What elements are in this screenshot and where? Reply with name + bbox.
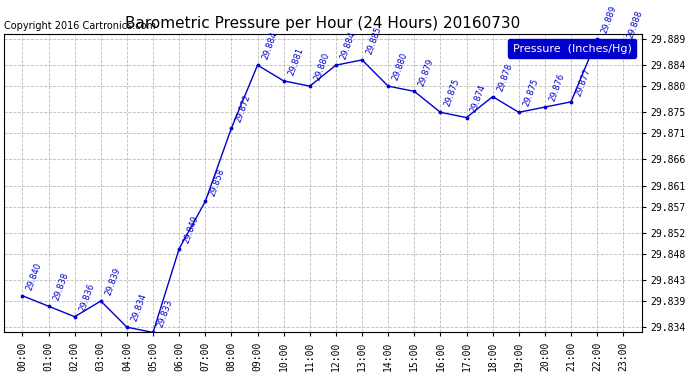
Text: 29.836: 29.836 bbox=[77, 282, 96, 312]
Text: 29.840: 29.840 bbox=[26, 261, 43, 292]
Text: 29.878: 29.878 bbox=[495, 62, 514, 92]
Text: 29.884: 29.884 bbox=[260, 30, 279, 61]
Text: 29.889: 29.889 bbox=[600, 4, 618, 35]
Text: 29.839: 29.839 bbox=[104, 266, 122, 297]
Text: 29.833: 29.833 bbox=[156, 298, 175, 328]
Text: 29.838: 29.838 bbox=[51, 272, 70, 302]
Text: 29.884: 29.884 bbox=[339, 30, 357, 61]
Text: 29.879: 29.879 bbox=[417, 57, 435, 87]
Text: 29.872: 29.872 bbox=[234, 93, 253, 124]
Text: 29.880: 29.880 bbox=[313, 51, 331, 82]
Text: 29.877: 29.877 bbox=[574, 67, 592, 98]
Text: 29.875: 29.875 bbox=[522, 78, 540, 108]
Text: 29.876: 29.876 bbox=[548, 72, 566, 103]
Title: Barometric Pressure per Hour (24 Hours) 20160730: Barometric Pressure per Hour (24 Hours) … bbox=[126, 16, 520, 31]
Text: 29.858: 29.858 bbox=[208, 167, 226, 197]
Text: 29.885: 29.885 bbox=[365, 25, 383, 56]
Text: 29.849: 29.849 bbox=[182, 214, 200, 244]
Text: 29.834: 29.834 bbox=[130, 292, 148, 323]
Text: 29.888: 29.888 bbox=[626, 9, 644, 40]
Legend: Pressure  (Inches/Hg): Pressure (Inches/Hg) bbox=[509, 39, 636, 58]
Text: Copyright 2016 Cartronics.com: Copyright 2016 Cartronics.com bbox=[4, 21, 156, 31]
Text: 29.874: 29.874 bbox=[469, 83, 488, 113]
Text: 29.875: 29.875 bbox=[443, 78, 462, 108]
Text: 29.881: 29.881 bbox=[286, 46, 305, 77]
Text: 29.880: 29.880 bbox=[391, 51, 409, 82]
